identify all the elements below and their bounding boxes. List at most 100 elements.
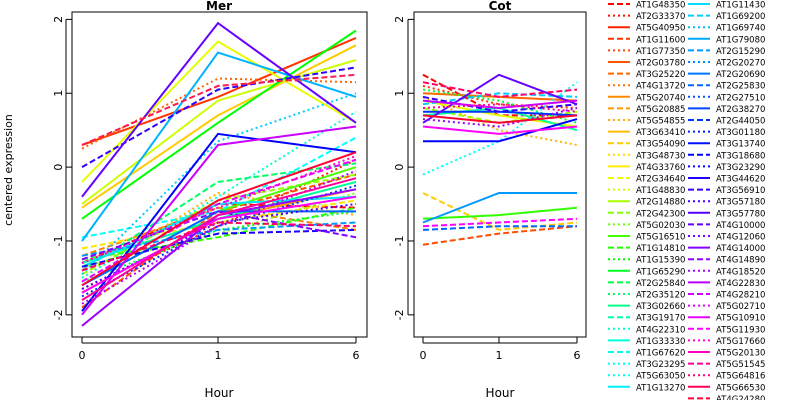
y-tick-label: 0 — [52, 164, 65, 171]
legend-label: AT1G67620 — [636, 349, 685, 359]
y-tick-label: 1 — [52, 90, 65, 97]
series-line — [81, 195, 357, 294]
series-line — [81, 29, 357, 220]
legend-label: AT3G02660 — [636, 302, 685, 312]
legend-label: AT2G34640 — [636, 175, 685, 185]
y-tick-label: -2 — [393, 309, 406, 320]
series-line — [81, 151, 357, 287]
series-line — [422, 95, 578, 146]
legend-label: AT3G48730 — [636, 151, 685, 161]
series-line — [422, 225, 577, 231]
legend-label: AT2G35120 — [636, 291, 685, 301]
series-line — [81, 66, 357, 168]
legend-label: AT3G18680 — [716, 151, 765, 161]
series-line — [81, 92, 357, 275]
legend-label: AT4G12060 — [716, 233, 765, 243]
legend-label: AT5G66530 — [716, 383, 765, 393]
series-line — [422, 192, 577, 224]
legend-label: AT3G57180 — [716, 198, 765, 208]
series-line — [81, 132, 357, 312]
series-line — [81, 21, 357, 198]
legend-label: AT5G63050 — [636, 372, 685, 382]
legend-label: AT2G15290 — [716, 47, 765, 57]
x-tick-label: 1 — [215, 349, 222, 362]
legend-label: AT4G14890 — [716, 256, 765, 266]
panel-cot-xlabel: Hour — [486, 386, 515, 400]
legend-label: AT4G18520 — [716, 267, 765, 277]
legend-label: AT1G33330 — [636, 337, 685, 347]
series-line — [81, 228, 357, 268]
series-line — [81, 155, 357, 265]
legend-label: AT5G40950 — [636, 24, 685, 34]
legend-label: AT1G69200 — [716, 12, 765, 22]
series-line — [81, 110, 357, 279]
y-tick-label: 1 — [393, 90, 406, 97]
legend-label: AT5G64816 — [716, 372, 765, 382]
series-line — [81, 73, 357, 146]
series-line — [81, 210, 357, 261]
panel-mer-title: Mer — [206, 0, 232, 13]
legend-label: AT2G33370 — [636, 12, 685, 22]
legend-label: AT5G20885 — [636, 105, 685, 115]
legend-label: AT4G28210 — [716, 291, 765, 301]
series-line — [81, 158, 357, 283]
series-line — [81, 184, 357, 298]
legend-label: AT1G65290 — [636, 267, 685, 277]
series-line — [422, 92, 578, 106]
series-line — [422, 95, 578, 113]
series-line — [81, 169, 357, 305]
legend-label: AT3G57780 — [716, 209, 765, 219]
legend-label: AT5G51545 — [716, 360, 765, 370]
panel-mer-ylabel: centered expression — [2, 114, 15, 226]
legend-label: AT2G25840 — [636, 279, 685, 289]
series-line — [422, 99, 578, 110]
legend-label: AT1G69740 — [716, 24, 765, 34]
series-line — [422, 114, 578, 124]
x-tick-label: 0 — [79, 349, 86, 362]
legend-label: AT1G15390 — [636, 256, 685, 266]
y-tick-label: 2 — [52, 16, 65, 23]
x-tick-label: 6 — [574, 349, 581, 362]
legend-label: AT1G11600 — [636, 35, 685, 45]
legend-label: AT1G77350 — [636, 47, 685, 57]
y-tick-label: -1 — [393, 235, 406, 246]
panel-mer-series — [81, 21, 357, 327]
legend-label: AT4G22830 — [716, 279, 765, 289]
legend-label: AT2G25830 — [716, 82, 765, 92]
legend-label: AT2G14880 — [636, 198, 685, 208]
legend-label: AT1G14810 — [636, 244, 685, 254]
series-line — [422, 125, 578, 135]
legend-label: AT3G56910 — [716, 186, 765, 196]
legend-label: AT2G20270 — [716, 59, 765, 69]
series-line — [81, 40, 357, 183]
x-tick-label: 6 — [353, 349, 360, 362]
panel-cot-frame — [413, 11, 587, 338]
series-line — [81, 59, 357, 205]
series-line — [81, 125, 357, 316]
series-line — [81, 51, 357, 242]
legend-label: AT4G10000 — [716, 221, 765, 231]
series-line — [422, 107, 578, 128]
series-line — [81, 162, 357, 272]
series-line — [422, 225, 578, 246]
legend-label: AT2G42300 — [636, 209, 685, 219]
series-line — [422, 81, 578, 98]
legend-label: AT3G23295 — [636, 360, 685, 370]
legend-label: AT5G20130 — [716, 349, 765, 359]
panel-cot-y-axis: -2 -1 0 1 2 — [393, 16, 414, 320]
legend-label: AT5G02030 — [636, 221, 685, 231]
series-line — [422, 88, 578, 124]
x-tick-label: 1 — [496, 349, 503, 362]
legend-label: AT3G13740 — [716, 140, 765, 150]
legend-label: AT3G23290 — [716, 163, 765, 173]
legend-label: AT3G63410 — [636, 128, 685, 138]
panel-mer-xlabel: Hour — [205, 386, 234, 400]
legend-label: AT5G10910 — [716, 314, 765, 324]
legend-label: AT5G11930 — [716, 325, 765, 335]
legend-label: AT3G19170 — [636, 314, 685, 324]
y-tick-label: -1 — [52, 235, 65, 246]
legend-label: AT4G33760 — [636, 163, 685, 173]
legend-label: AT5G20740 — [636, 93, 685, 103]
legend-label: AT1G79080 — [716, 35, 765, 45]
